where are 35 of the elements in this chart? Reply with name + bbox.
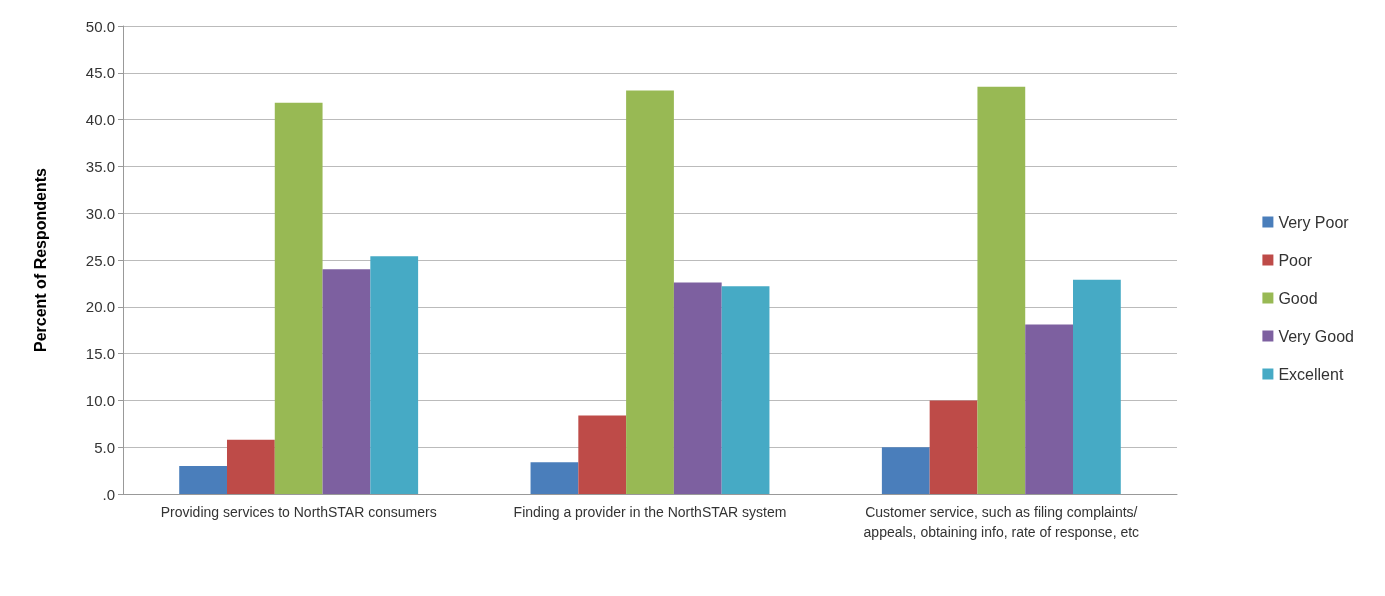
x-tick-label: Finding a provider in the NorthSTAR system — [513, 504, 787, 520]
y-tick-label: 45.0 — [85, 64, 115, 82]
legend-label: Very Good — [1278, 327, 1355, 345]
y-axis-title: Percent of Respondents — [31, 167, 49, 353]
bar — [370, 256, 419, 494]
bar — [929, 400, 978, 494]
y-tick-label: 30.0 — [85, 204, 115, 222]
bar — [881, 447, 930, 494]
bar — [977, 86, 1026, 494]
y-tick-label: 50.0 — [85, 17, 115, 35]
x-tick-label: Providing services to NorthSTAR consumers — [160, 504, 437, 520]
bar — [226, 439, 275, 494]
x-tick-label: Customer service, such as filing complaints/appeals, obtaining info, rate of response, etc — [863, 504, 1140, 540]
legend-label: Excellent — [1278, 365, 1344, 383]
bar — [274, 102, 323, 494]
bar — [179, 465, 227, 494]
y-tick-label: 25.0 — [85, 251, 115, 269]
legend-label: Good — [1278, 289, 1318, 307]
bar — [626, 90, 674, 494]
y-tick-label: 15.0 — [85, 345, 115, 363]
y-tick-label: 20.0 — [85, 298, 115, 316]
bar — [673, 282, 722, 494]
bar — [322, 269, 371, 494]
bar — [530, 462, 579, 494]
bar — [578, 415, 627, 494]
y-tick-label: 35.0 — [85, 157, 115, 175]
legend-label: Poor — [1278, 251, 1313, 269]
y-tick-label: 5.0 — [94, 438, 115, 456]
y-tick-label: 40.0 — [85, 111, 115, 129]
legend-label: Very Poor — [1278, 213, 1350, 231]
bar — [721, 286, 770, 494]
bar — [1073, 279, 1121, 494]
y-tick-label: .0 — [102, 485, 115, 503]
bar — [1025, 324, 1074, 494]
y-tick-label: 10.0 — [85, 391, 115, 409]
